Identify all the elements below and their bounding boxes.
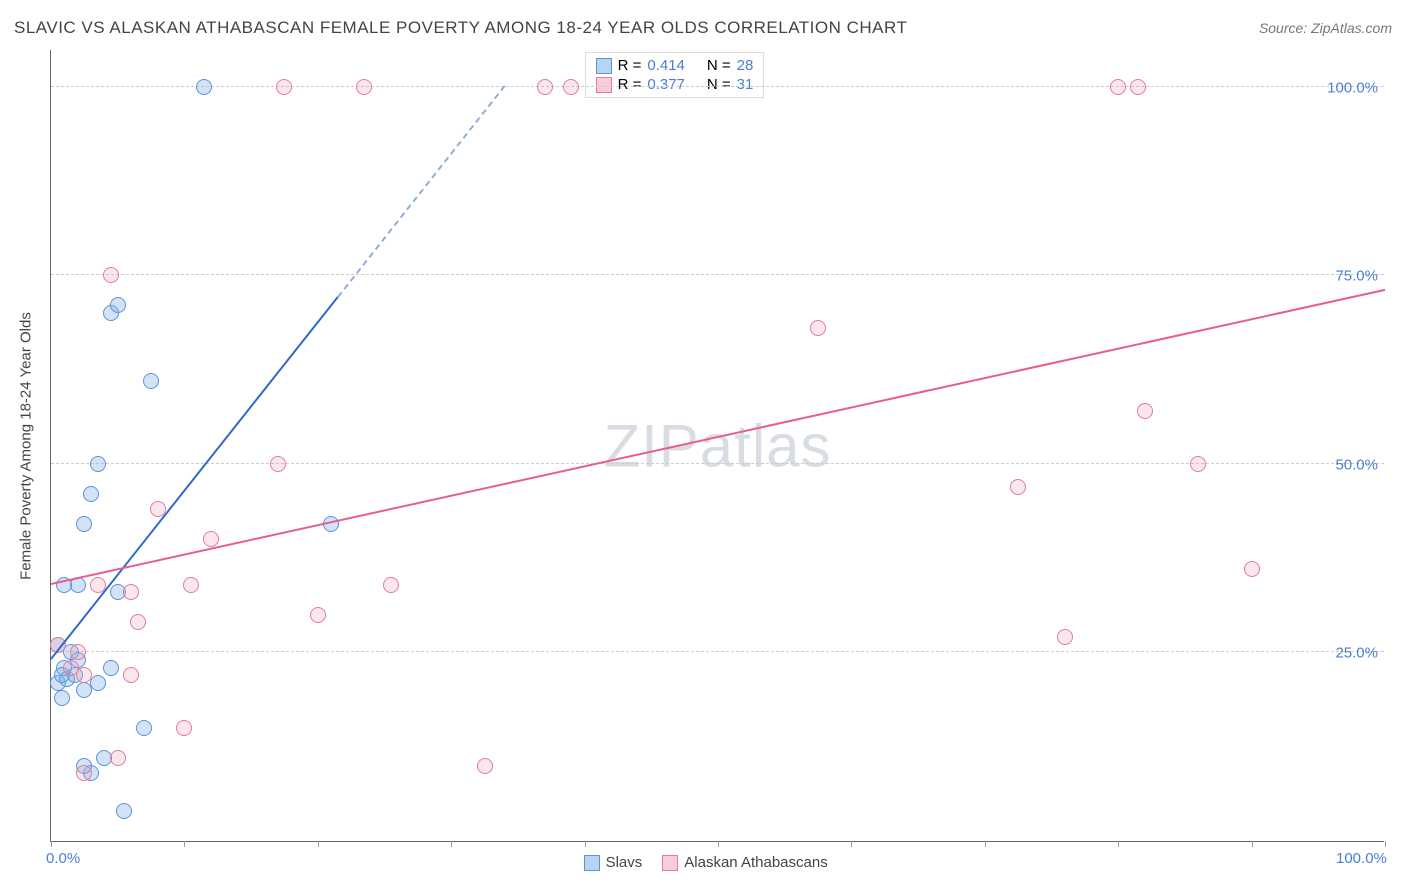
scatter-point (1137, 403, 1153, 419)
r-value: 0.414 (647, 57, 685, 74)
scatter-point (196, 79, 212, 95)
scatter-point (203, 531, 219, 547)
correlation-legend: R = 0.414 N = 28 R = 0.377 N = 31 (585, 52, 765, 98)
trend-line (50, 296, 338, 659)
title-bar: SLAVIC VS ALASKAN ATHABASCAN FEMALE POVE… (14, 18, 1392, 38)
legend-label: Alaskan Athabascans (684, 854, 827, 871)
scatter-point (103, 267, 119, 283)
scatter-point (1190, 456, 1206, 472)
x-tick-mark (851, 841, 852, 847)
chart-title: SLAVIC VS ALASKAN ATHABASCAN FEMALE POVE… (14, 18, 907, 38)
x-tick-mark (1118, 841, 1119, 847)
scatter-point (310, 607, 326, 623)
x-tick-label: 100.0% (1336, 850, 1387, 867)
x-tick-mark (1252, 841, 1253, 847)
y-tick-label: 100.0% (1327, 79, 1378, 96)
legend-item: Slavs (584, 854, 643, 871)
x-tick-mark (585, 841, 586, 847)
scatter-point (136, 720, 152, 736)
scatter-point (563, 79, 579, 95)
plot-area: ZIPatlas R = 0.414 N = 28 R = 0.377 N = 31 25.0… (50, 50, 1384, 842)
n-value: 28 (737, 57, 754, 74)
watermark: ZIPatlas (603, 411, 831, 480)
x-tick-mark (184, 841, 185, 847)
legend-swatch (596, 77, 612, 93)
scatter-point (76, 667, 92, 683)
x-tick-mark (451, 841, 452, 847)
scatter-point (183, 577, 199, 593)
scatter-point (383, 577, 399, 593)
scatter-point (76, 765, 92, 781)
legend-swatch (662, 855, 678, 871)
scatter-point (110, 750, 126, 766)
legend-label: Slavs (606, 854, 643, 871)
scatter-point (123, 667, 139, 683)
scatter-point (90, 456, 106, 472)
scatter-point (176, 720, 192, 736)
legend-item: Alaskan Athabascans (662, 854, 827, 871)
scatter-point (70, 644, 86, 660)
scatter-point (130, 614, 146, 630)
scatter-point (116, 803, 132, 819)
legend-row: R = 0.377 N = 31 (596, 75, 754, 94)
scatter-point (356, 79, 372, 95)
y-tick-label: 50.0% (1335, 456, 1378, 473)
source-label: Source: ZipAtlas.com (1259, 20, 1392, 36)
scatter-point (110, 297, 126, 313)
series-legend: Slavs Alaskan Athabascans (584, 854, 828, 871)
n-label: N = (707, 57, 731, 74)
gridline (51, 86, 1384, 87)
scatter-point (1010, 479, 1026, 495)
scatter-point (810, 320, 826, 336)
chart-container: SLAVIC VS ALASKAN ATHABASCAN FEMALE POVE… (0, 0, 1406, 892)
scatter-point (1057, 629, 1073, 645)
scatter-point (76, 516, 92, 532)
n-label: N = (707, 76, 731, 93)
trend-line (51, 288, 1385, 584)
x-tick-mark (985, 841, 986, 847)
scatter-point (143, 373, 159, 389)
scatter-point (477, 758, 493, 774)
gridline (51, 463, 1384, 464)
scatter-point (103, 660, 119, 676)
y-axis-title: Female Poverty Among 18-24 Year Olds (18, 312, 35, 580)
y-tick-label: 25.0% (1335, 645, 1378, 662)
scatter-point (1130, 79, 1146, 95)
scatter-point (1244, 561, 1260, 577)
gridline (51, 274, 1384, 275)
y-tick-label: 75.0% (1335, 268, 1378, 285)
r-value: 0.377 (647, 76, 685, 93)
x-tick-mark (51, 841, 52, 847)
legend-swatch (584, 855, 600, 871)
n-value: 31 (737, 76, 754, 93)
scatter-point (54, 690, 70, 706)
legend-swatch (596, 58, 612, 74)
x-tick-label: 0.0% (46, 850, 80, 867)
r-label: R = (618, 57, 642, 74)
scatter-point (1110, 79, 1126, 95)
scatter-point (537, 79, 553, 95)
trend-line (337, 85, 505, 297)
gridline (51, 651, 1384, 652)
scatter-point (83, 486, 99, 502)
x-tick-mark (718, 841, 719, 847)
r-label: R = (618, 76, 642, 93)
scatter-point (276, 79, 292, 95)
scatter-point (123, 584, 139, 600)
scatter-point (270, 456, 286, 472)
legend-row: R = 0.414 N = 28 (596, 56, 754, 75)
x-tick-mark (1385, 841, 1386, 847)
x-tick-mark (318, 841, 319, 847)
